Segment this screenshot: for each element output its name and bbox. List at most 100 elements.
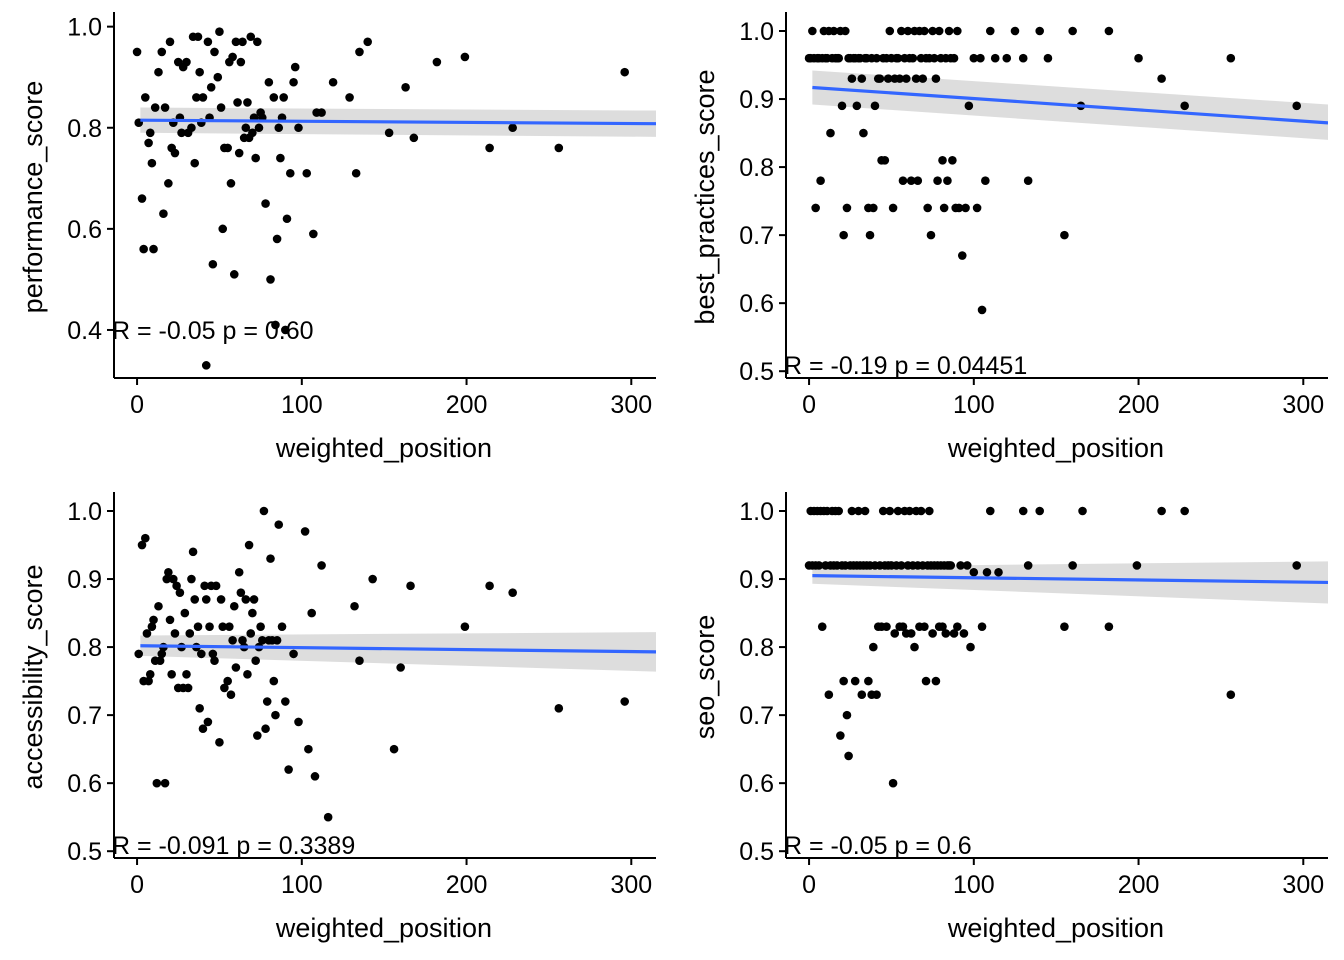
data-point (132, 47, 142, 57)
data-point (895, 74, 904, 83)
plot-marks (804, 506, 1328, 788)
data-point (959, 629, 969, 638)
x-tick-label: 200 (1118, 871, 1160, 899)
data-point (905, 506, 914, 516)
data-point (243, 98, 252, 107)
data-point (264, 77, 274, 87)
data-point (964, 101, 974, 111)
data-point (396, 663, 405, 672)
data-point (238, 635, 247, 645)
x-tick-label: 200 (1118, 391, 1160, 419)
data-point (1226, 690, 1236, 700)
data-point (1060, 622, 1069, 631)
data-point (271, 710, 280, 720)
correlation-annotation: R = -0.091 p = 0.3389 (112, 832, 355, 860)
data-point (203, 717, 213, 727)
data-point (197, 649, 206, 659)
data-point (195, 704, 204, 713)
data-point (147, 158, 157, 168)
data-point (234, 567, 244, 577)
data-point (218, 224, 228, 234)
data-point (897, 26, 906, 36)
data-point (213, 72, 223, 82)
data-point (200, 581, 209, 591)
data-point (817, 622, 827, 631)
data-point (847, 74, 857, 83)
data-point (620, 67, 629, 77)
data-point (920, 26, 929, 36)
data-point (277, 622, 287, 631)
x-axis-title: weighted_position (947, 913, 1164, 943)
data-point (878, 506, 888, 516)
data-point (931, 74, 941, 83)
y-tick-label: 0.5 (67, 838, 102, 866)
x-tick-label: 0 (802, 871, 816, 899)
x-tick-label: 300 (610, 391, 652, 419)
data-point (363, 37, 373, 47)
data-point (157, 47, 167, 57)
data-point (854, 506, 863, 516)
data-point (208, 649, 218, 659)
data-point (938, 155, 947, 165)
data-point (1035, 26, 1045, 36)
data-point (852, 101, 862, 111)
data-point (839, 676, 848, 686)
data-point (485, 581, 494, 591)
data-point (226, 690, 236, 700)
data-point (1157, 506, 1166, 516)
data-point (844, 751, 853, 761)
data-point (953, 622, 962, 631)
x-axis-title: weighted_position (275, 913, 492, 943)
data-point (926, 230, 936, 240)
data-point (172, 581, 181, 591)
data-point (289, 77, 298, 87)
data-point (839, 230, 848, 240)
data-point (1180, 101, 1189, 111)
y-tick-label: 0.7 (739, 222, 774, 250)
data-point (981, 176, 990, 185)
data-point (182, 669, 191, 679)
x-tick-label: 300 (1282, 391, 1324, 419)
x-tick-label: 100 (953, 391, 995, 419)
data-point (276, 153, 285, 163)
data-point (934, 26, 944, 36)
data-point (485, 143, 494, 153)
data-point (243, 669, 252, 679)
data-point (205, 622, 214, 631)
data-point (233, 98, 242, 107)
data-point (554, 704, 564, 713)
data-point (1068, 561, 1077, 570)
data-point (144, 138, 153, 148)
y-axis-title: accessibility_score (18, 564, 48, 789)
data-point (865, 230, 875, 240)
data-point (241, 595, 251, 604)
data-point (139, 244, 148, 254)
data-point (916, 506, 926, 516)
data-point (160, 778, 170, 788)
data-point (860, 506, 870, 516)
x-tick-label: 200 (446, 391, 488, 419)
data-point (969, 53, 979, 63)
data-point (460, 52, 470, 62)
data-point (284, 765, 293, 774)
data-point (389, 744, 399, 754)
data-point (238, 37, 247, 47)
data-point (554, 143, 564, 153)
data-point (228, 635, 237, 645)
data-point (956, 561, 965, 570)
data-point (920, 622, 929, 631)
data-point (203, 37, 213, 47)
plot-marks (132, 27, 656, 370)
data-point (432, 57, 442, 67)
data-point (165, 37, 175, 47)
y-tick-label: 1.0 (67, 14, 102, 42)
data-point (177, 128, 186, 138)
data-point (281, 325, 290, 335)
data-point (933, 176, 942, 185)
data-point (274, 123, 284, 133)
data-point (328, 77, 338, 87)
data-point (170, 148, 180, 158)
best-practices-score-panel: weighted_position best_practices_score 0… (690, 12, 1328, 463)
data-point (977, 622, 987, 631)
data-point (508, 588, 517, 597)
